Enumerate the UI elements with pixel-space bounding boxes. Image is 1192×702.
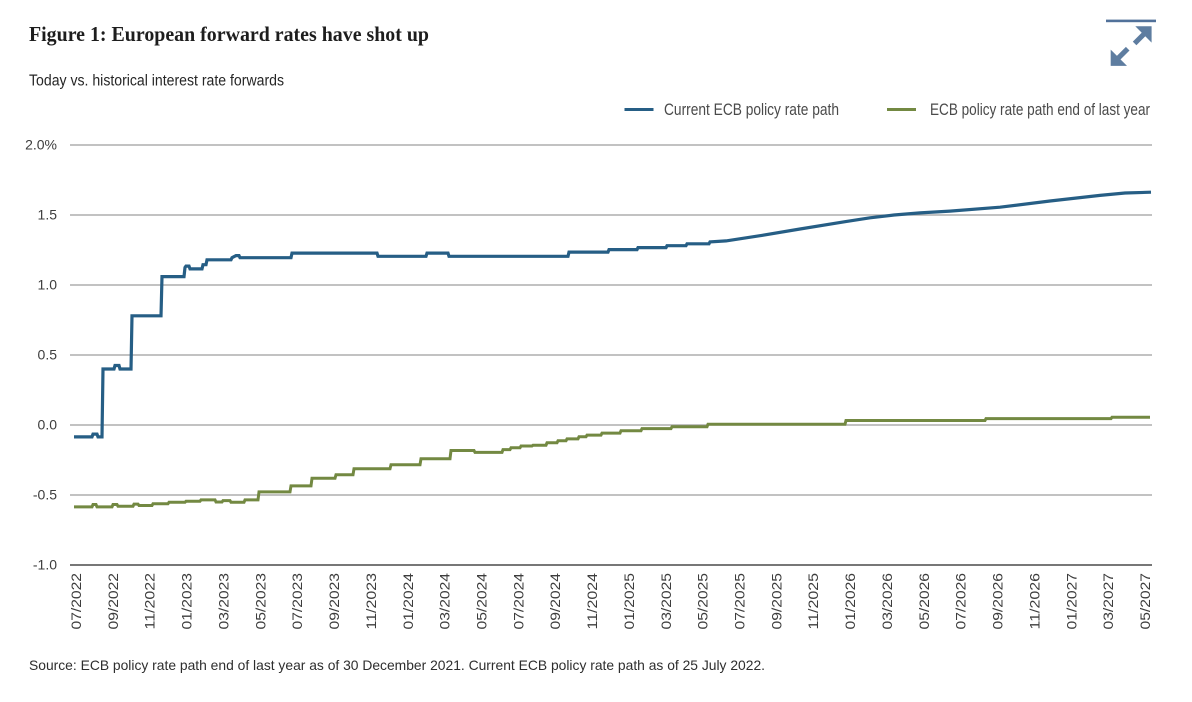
svg-text:11/2025: 11/2025	[805, 573, 821, 630]
svg-text:05/2027: 05/2027	[1137, 573, 1153, 630]
svg-text:03/2026: 03/2026	[879, 573, 895, 630]
svg-text:03/2024: 03/2024	[437, 573, 453, 630]
svg-text:05/2024: 05/2024	[474, 573, 490, 630]
svg-text:Current ECB policy rate path: Current ECB policy rate path	[664, 101, 839, 119]
svg-text:09/2024: 09/2024	[547, 573, 563, 630]
svg-text:01/2027: 01/2027	[1063, 573, 1079, 630]
svg-text:09/2023: 09/2023	[326, 573, 342, 630]
svg-text:0.0: 0.0	[38, 417, 58, 433]
svg-text:01/2026: 01/2026	[842, 573, 858, 630]
svg-text:01/2023: 01/2023	[179, 573, 195, 630]
svg-text:11/2026: 11/2026	[1026, 573, 1042, 630]
svg-text:Source: ECB policy rate path e: Source: ECB policy rate path end of last…	[29, 657, 765, 673]
svg-text:05/2023: 05/2023	[252, 573, 268, 630]
svg-text:-0.5: -0.5	[33, 487, 57, 503]
svg-text:11/2024: 11/2024	[584, 573, 600, 630]
svg-text:Figure 1: European forward rat: Figure 1: European forward rates have sh…	[29, 22, 429, 46]
svg-text:-1.0: -1.0	[33, 557, 57, 573]
svg-text:01/2024: 01/2024	[400, 573, 416, 630]
svg-text:1.0: 1.0	[38, 277, 58, 293]
svg-text:09/2026: 09/2026	[990, 573, 1006, 630]
svg-text:Today vs. historical interest: Today vs. historical interest rate forwa…	[29, 73, 284, 90]
svg-text:03/2023: 03/2023	[215, 573, 231, 630]
svg-text:07/2022: 07/2022	[68, 573, 84, 630]
svg-text:0.5: 0.5	[38, 347, 58, 363]
svg-text:09/2025: 09/2025	[768, 573, 784, 630]
svg-text:07/2026: 07/2026	[953, 573, 969, 630]
svg-text:05/2025: 05/2025	[695, 573, 711, 630]
svg-text:01/2025: 01/2025	[621, 573, 637, 630]
svg-text:07/2023: 07/2023	[289, 573, 305, 630]
svg-text:07/2024: 07/2024	[510, 573, 526, 630]
svg-text:11/2022: 11/2022	[142, 573, 158, 630]
svg-text:07/2025: 07/2025	[732, 573, 748, 630]
svg-text:11/2023: 11/2023	[363, 573, 379, 630]
svg-text:2.0%: 2.0%	[25, 137, 57, 153]
svg-text:03/2025: 03/2025	[658, 573, 674, 630]
svg-text:09/2022: 09/2022	[105, 573, 121, 630]
svg-text:03/2027: 03/2027	[1100, 573, 1116, 630]
svg-text:ECB policy rate path end of la: ECB policy rate path end of last year	[930, 101, 1150, 119]
svg-text:05/2026: 05/2026	[916, 573, 932, 630]
svg-text:1.5: 1.5	[38, 207, 58, 223]
